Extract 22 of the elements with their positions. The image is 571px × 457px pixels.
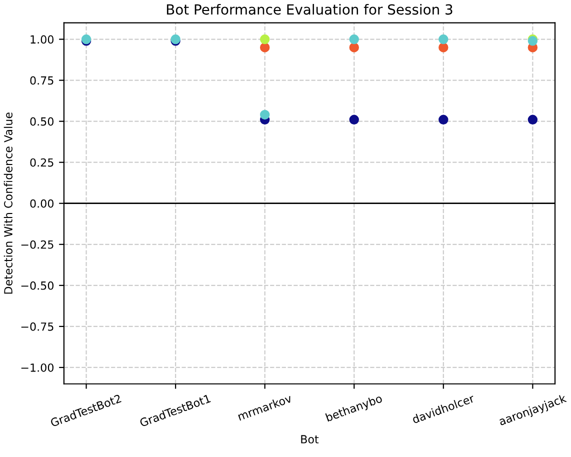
y-tick-label: 0.75 xyxy=(30,76,54,85)
point xyxy=(528,114,538,125)
point xyxy=(438,114,448,125)
point xyxy=(260,110,270,120)
y-tick-label: −0.75 xyxy=(21,322,54,331)
y-tick-label: −0.25 xyxy=(21,240,54,249)
point xyxy=(438,42,448,52)
point xyxy=(438,34,448,44)
x-axis-title: Bot xyxy=(301,435,319,444)
point xyxy=(349,34,359,44)
y-tick-label: 0.50 xyxy=(30,117,54,126)
chart-title: Bot Performance Evaluation for Session 3 xyxy=(166,4,452,15)
y-axis-title: Detection With Confidence Value xyxy=(4,112,12,294)
y-tick-label: −0.50 xyxy=(21,281,54,290)
point xyxy=(349,114,359,125)
point xyxy=(260,34,270,44)
point xyxy=(260,42,270,52)
y-tick-label: 1.00 xyxy=(30,35,54,44)
y-tick-label: 0.25 xyxy=(30,158,54,167)
y-tick-label: 0.00 xyxy=(30,199,54,208)
point xyxy=(349,42,359,52)
y-tick-label: −1.00 xyxy=(21,363,54,372)
